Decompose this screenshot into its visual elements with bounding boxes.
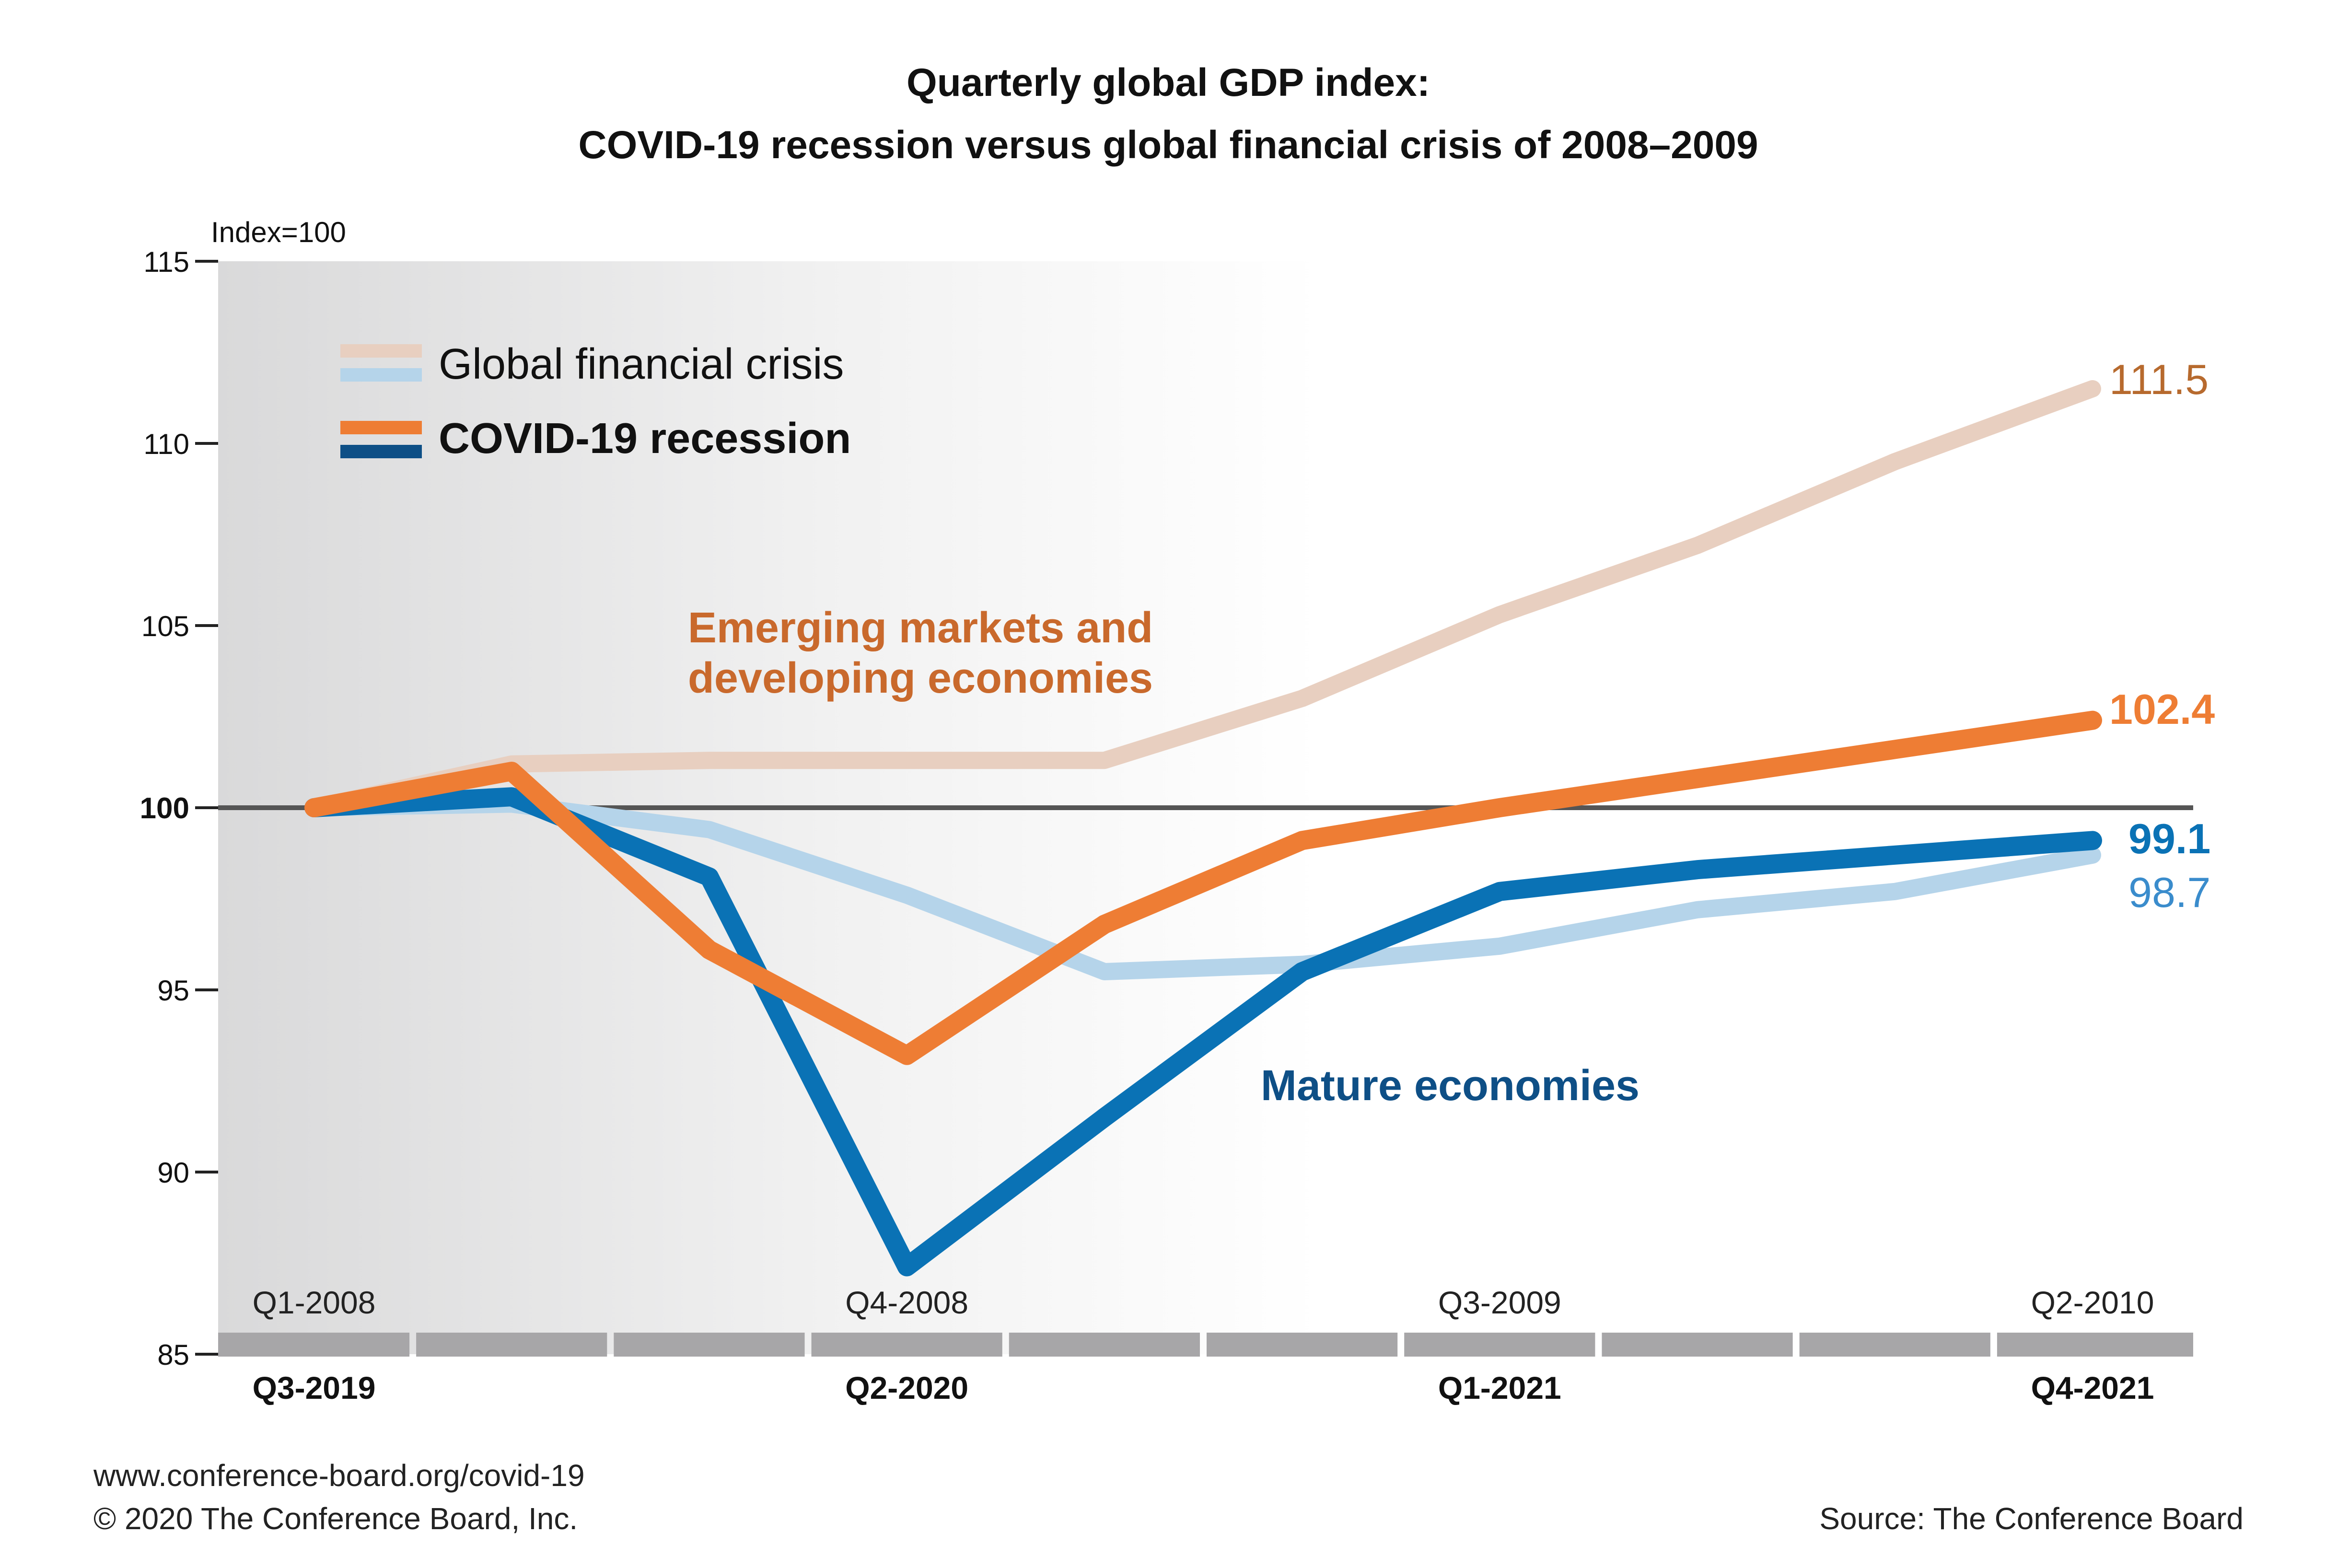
series-line-gfc-mature [305,795,2101,980]
footer-source: Source: The Conference Board [1819,1501,2244,1536]
chart-title-line-1: Quarterly global GDP index: [907,61,1430,105]
x-axis-segment [1009,1333,1200,1357]
emerging-annotation-line-1: Emerging markets and [688,604,1153,652]
y-tick-label: 95 [157,975,189,1007]
series-line-covid-emerging [304,710,2102,1065]
x-axis-segment [1997,1333,2193,1357]
y-tick-label: 90 [157,1157,189,1189]
x-axis-segment [1602,1333,1793,1357]
x-tick-label-gfc: Q3-2009 [1438,1285,1561,1320]
x-axis-segment [1207,1333,1398,1357]
series-lines [304,380,2102,1277]
end-label-gfc-emerging: 111.5 [2109,356,2209,403]
y-tick-label: 115 [143,246,189,278]
x-axis-segment [218,1333,410,1357]
y-axis-ticks: 85 90 95 100 105 110 115 [140,246,218,1371]
end-label-covid-emerging: 102.4 [2109,685,2215,733]
footer-url: www.conference-board.org/covid-19 [93,1458,585,1493]
chart-title-line-2: COVID-19 recession versus global financi… [578,123,1758,167]
x-tick-label-covid: Q1-2021 [1438,1370,1561,1405]
y-tick-label: 85 [157,1339,189,1371]
x-axis-segment [811,1333,1002,1357]
x-axis-segment [614,1333,805,1357]
y-tick-label: 100 [140,792,189,825]
end-label-covid-mature: 99.1 [2128,815,2210,862]
end-label-gfc-mature: 98.7 [2128,869,2210,916]
x-tick-label-covid: Q4-2021 [2031,1370,2154,1405]
legend-gfc-label: Global financial crisis [439,340,844,388]
x-axis: Q1-2008 Q3-2019 Q4-2008 Q2-2020 Q3-2009 Q1-20… [218,1285,2193,1405]
y-tick-label: 105 [141,610,189,642]
series-line-gfc-emerging [305,380,2101,816]
emerging-annotation-line-2: developing economies [688,654,1153,702]
x-axis-segment [1799,1333,1990,1357]
footer-copyright: © 2020 The Conference Board, Inc. [93,1501,578,1536]
y-tick-label: 110 [143,428,189,460]
x-axis-segment [416,1333,607,1357]
legend-covid-label: COVID-19 recession [439,415,851,463]
x-tick-label-gfc: Q2-2010 [2031,1285,2154,1320]
x-tick-label-covid: Q2-2020 [845,1370,968,1405]
x-tick-label-covid: Q3-2019 [253,1370,376,1405]
legend: Global financial crisis COVID-19 recessi… [340,340,851,463]
x-tick-label-gfc: Q4-2008 [845,1285,968,1320]
x-tick-label-gfc: Q1-2008 [253,1285,376,1320]
mature-annotation: Mature economies [1261,1062,1639,1110]
series-line-covid-mature [304,787,2102,1277]
x-axis-segment [1404,1333,1595,1357]
y-axis-label: Index=100 [211,216,346,248]
